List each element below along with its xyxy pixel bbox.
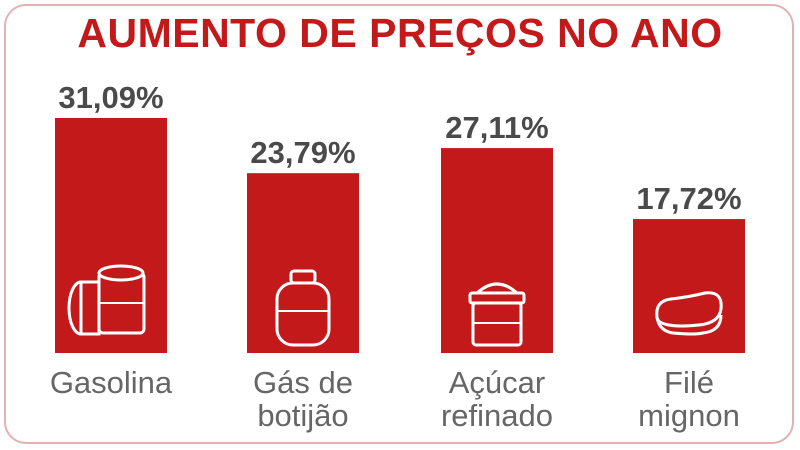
category-label-1: Gasolina xyxy=(50,365,173,400)
gas-cylinder-icon xyxy=(275,269,331,347)
category-label-4: Filé mignon xyxy=(638,365,740,433)
fuel-barrel-icon xyxy=(67,264,146,336)
category-label-2: Gás de botijão xyxy=(253,365,353,433)
bar-4 xyxy=(633,219,745,353)
sugar-bag-icon xyxy=(468,282,526,347)
value-label-4: 17,72% xyxy=(636,181,741,216)
category-label-3: Açúcar refinado xyxy=(441,365,553,433)
steak-icon xyxy=(655,291,723,336)
chart-title: AUMENTO DE PREÇOS NO ANO xyxy=(77,10,723,56)
value-label-2: 23,79% xyxy=(250,135,355,170)
value-label-1: 31,09% xyxy=(58,80,163,115)
value-label-3: 27,11% xyxy=(445,110,548,145)
